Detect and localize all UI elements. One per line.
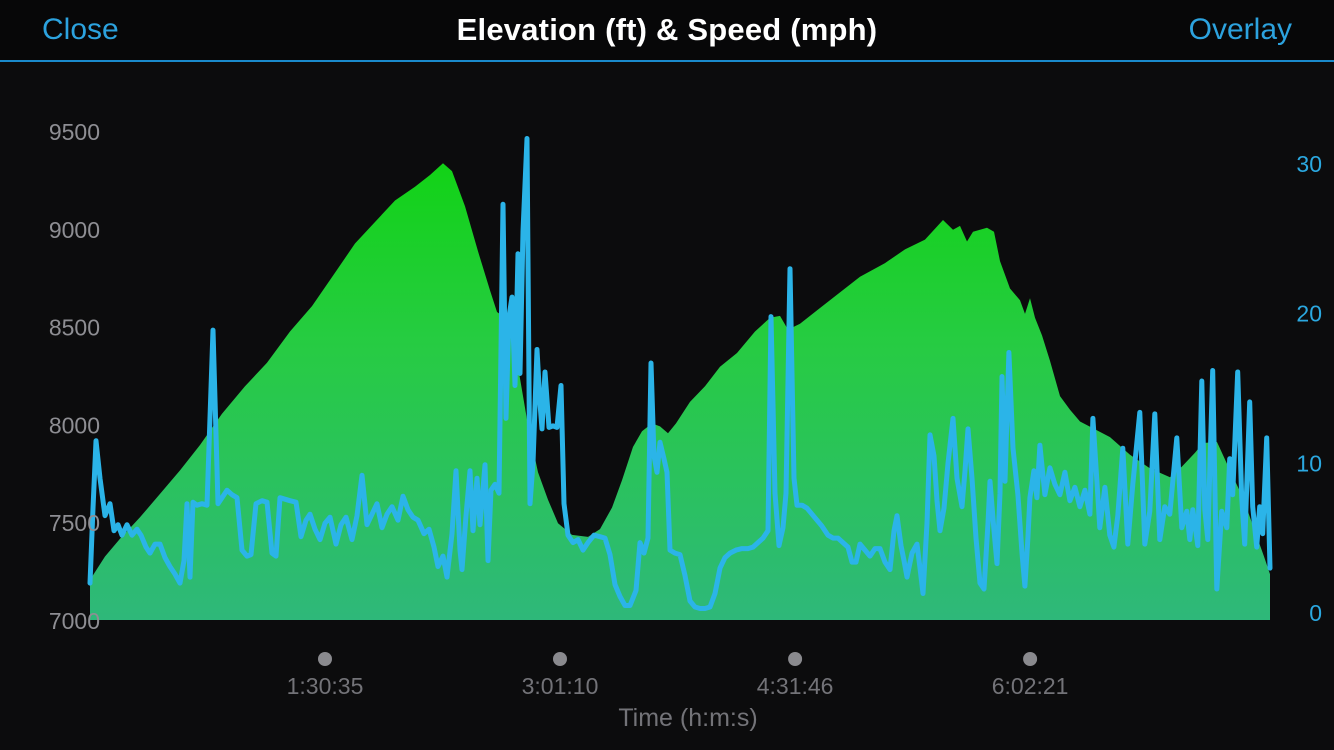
close-button[interactable]: Close [42, 0, 119, 60]
right-axis-labels: 30 20 10 0 [1296, 151, 1322, 626]
x-axis-tick-dot [1023, 652, 1038, 666]
nav-bar: Close Elevation (ft) & Speed (mph) Overl… [0, 0, 1334, 62]
x-axis-tick-label: 3:01:10 [522, 673, 599, 699]
right-axis-tick-label: 30 [1296, 151, 1322, 177]
left-axis-tick-label: 9500 [49, 119, 100, 145]
x-axis-title: Time (h:m:s) [618, 704, 757, 732]
x-axis-tick-dot [553, 652, 567, 666]
page-title: Elevation (ft) & Speed (mph) [456, 12, 878, 47]
right-axis-tick-label: 0 [1309, 600, 1322, 626]
x-axis-ticks: 1:30:35 3:01:10 4:31:46 6:02:21 [287, 652, 1069, 699]
right-axis-tick-label: 20 [1296, 301, 1322, 327]
left-axis-tick-label: 7000 [49, 608, 100, 634]
x-axis-tick-label: 1:30:35 [287, 673, 364, 699]
right-axis-tick-label: 10 [1296, 450, 1322, 476]
x-axis-tick-dot [318, 652, 332, 666]
x-axis-tick-label: 4:31:46 [757, 673, 834, 699]
left-axis-tick-label: 7500 [49, 510, 100, 536]
x-axis-tick-dot [788, 652, 803, 666]
left-axis-tick-label: 9000 [49, 217, 100, 243]
left-axis-labels: 9500 9000 8500 8000 7500 7000 [49, 119, 100, 634]
overlay-button[interactable]: Overlay [1189, 0, 1292, 60]
speed-line-series [87, 136, 1273, 611]
left-axis-tick-label: 8000 [49, 412, 100, 438]
x-axis-tick-label: 6:02:21 [992, 673, 1069, 699]
left-axis-tick-label: 8500 [49, 315, 100, 341]
elevation-area-series [90, 163, 1270, 621]
